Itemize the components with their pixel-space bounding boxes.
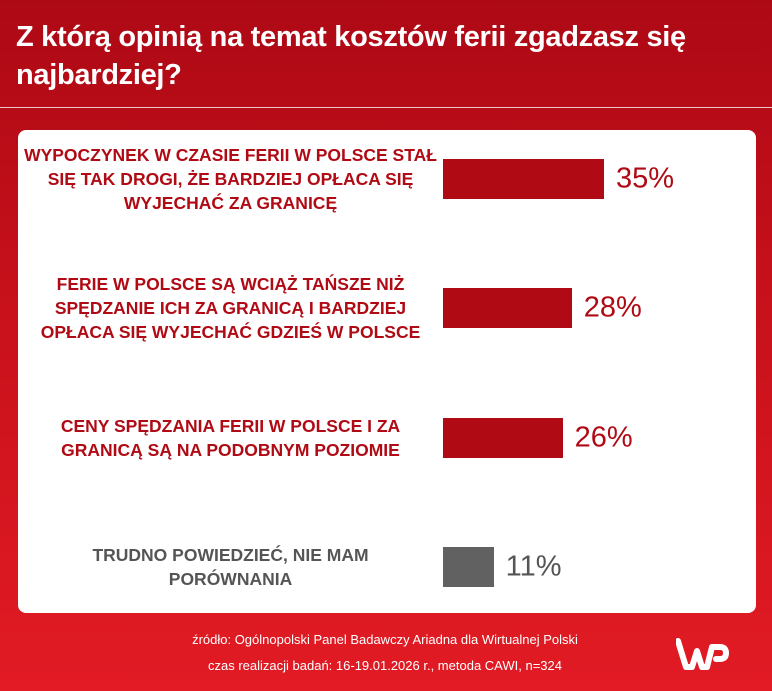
divider bbox=[0, 107, 772, 108]
chart-panel: WYPOCZYNEK W CZASIE FERII W POLSCE STAŁ … bbox=[18, 130, 756, 613]
value-label: 26% bbox=[574, 421, 633, 454]
bar-row: CENY SPĘDZANIA FERII W POLSCE I ZA GRANI… bbox=[18, 398, 756, 478]
wp-logo bbox=[676, 638, 729, 670]
bar bbox=[443, 547, 494, 587]
value-label: 35% bbox=[616, 162, 675, 195]
category-label: CENY SPĘDZANIA FERII W POLSCE I ZA GRANI… bbox=[60, 416, 401, 460]
source-note: źródło: Ogólnopolski Panel Badawczy Aria… bbox=[192, 632, 578, 647]
category-label: WYPOCZYNEK W CZASIE FERII W POLSCE STAŁ … bbox=[24, 145, 437, 213]
bar bbox=[443, 159, 604, 199]
bar-row: WYPOCZYNEK W CZASIE FERII W POLSCE STAŁ … bbox=[18, 139, 756, 219]
category-label: TRUDNO POWIEDZIEĆ, NIE MAM PORÓWNANIA bbox=[92, 545, 369, 589]
category-label: FERIE W POLSCE SĄ WCIĄŻ TAŃSZE NIŻ SPĘDZ… bbox=[40, 274, 421, 342]
bar-row: TRUDNO POWIEDZIEĆ, NIE MAM PORÓWNANIA 11% bbox=[18, 527, 756, 607]
method-note: czas realizacji badań: 16-19.01.2026 r.,… bbox=[208, 658, 562, 673]
bar bbox=[443, 288, 572, 328]
value-label: 11% bbox=[505, 550, 562, 583]
bar bbox=[443, 418, 563, 458]
chart-title: Z którą opinią na temat kosztów ferii zg… bbox=[16, 21, 686, 91]
bar-row: FERIE W POLSCE SĄ WCIĄŻ TAŃSZE NIŻ SPĘDZ… bbox=[18, 268, 756, 348]
value-label: 28% bbox=[583, 291, 642, 324]
